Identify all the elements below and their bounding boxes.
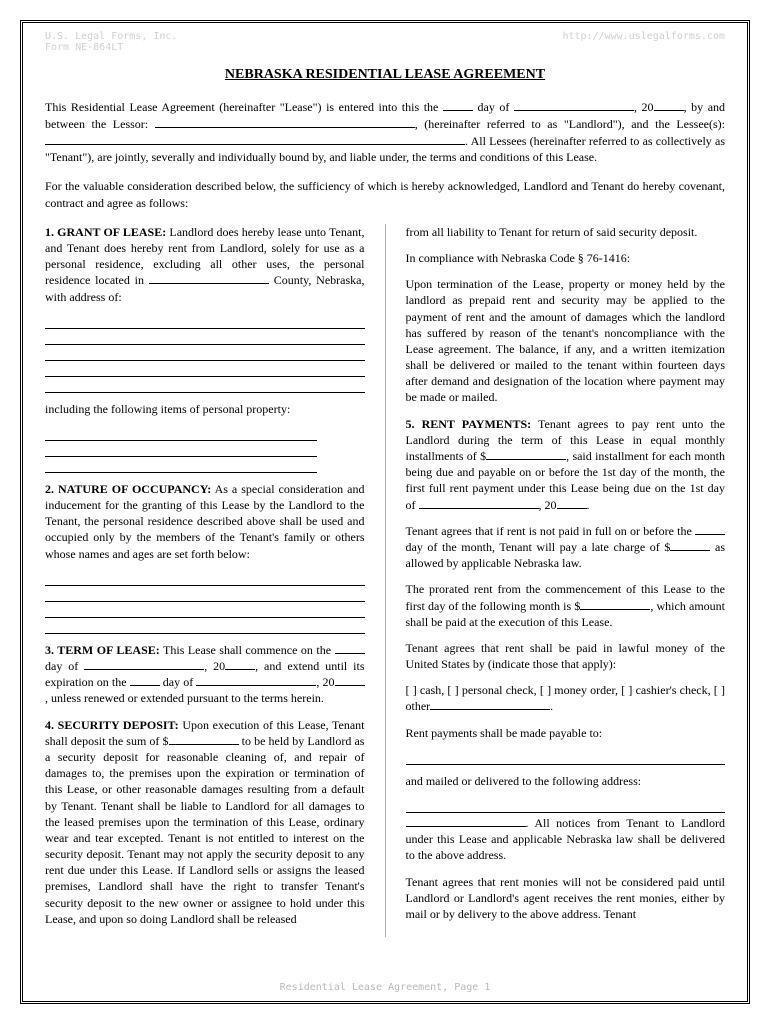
blank-other[interactable] [430,709,550,710]
s3b5: day of [160,675,197,689]
blank-county[interactable] [149,283,269,284]
blank-end-year[interactable] [335,685,365,686]
address-lines[interactable] [45,315,365,393]
s3b6: , 20 [316,675,334,689]
blank-lessees[interactable] [45,144,465,145]
payment-options[interactable]: [ ] cash, [ ] personal check, [ ] money … [406,682,726,714]
blank-start-month[interactable] [84,669,204,670]
intro-1a: This Residential Lease Agreement (herein… [45,100,443,114]
watermark-url: http://www.uslegalforms.com [562,31,725,42]
blank-end-month[interactable] [196,685,316,686]
blank-rent[interactable] [486,459,566,460]
intro-1c: , 20 [634,100,654,114]
rent-monies: Tenant agrees that rent monies will not … [406,874,726,923]
r-p1: from all liability to Tenant for return … [406,224,726,240]
section-1: 1. GRANT OF LEASE: Landlord does hereby … [45,224,365,305]
blank-deposit[interactable] [169,744,239,745]
blank-start-day[interactable] [335,653,365,654]
lawful-money: Tenant agrees that rent shall be paid in… [406,640,726,672]
s4b2: to be held by Landlord as a security dep… [45,734,365,926]
late1: Tenant agrees that if rent is not paid i… [406,524,696,538]
section-4-head: 4. SECURITY DEPOSIT: [45,718,179,732]
late2: day of the month, Tenant will pay a late… [406,540,671,554]
s5b4: . [587,498,590,512]
section-5: 5. RENT PAYMENTS: Tenant agrees to pay r… [406,416,726,513]
page-footer: Residential Lease Agreement, Page 1 [23,982,747,993]
section-1-incl: including the following items of persona… [45,401,365,417]
section-2: 2. NATURE OF OCCUPANCY: As a special con… [45,481,365,562]
covenant-paragraph: For the valuable consideration described… [45,178,725,212]
late-fee: Tenant agrees that if rent is not paid i… [406,523,726,572]
document-title: NEBRASKA RESIDENTIAL LEASE AGREEMENT [45,67,725,83]
section-1-head: 1. GRANT OF LEASE: [45,225,166,239]
blank-late-fee[interactable] [670,550,710,551]
notices-text: . All notices from Tenant to Landlord un… [406,816,726,862]
s3b7: , unless renewed or extended pursuant to… [45,691,324,705]
prorate: The prorated rent from the commencement … [406,581,726,630]
s3b2: day of [45,659,84,673]
property-lines[interactable] [45,427,365,473]
two-column-body: 1. GRANT OF LEASE: Landlord does hereby … [45,224,725,937]
mailed-to: and mailed or delivered to the following… [406,773,726,789]
section-3-head: 3. TERM OF LEASE: [45,643,160,657]
notices: . All notices from Tenant to Landlord un… [406,815,726,864]
watermark-company: U.S. Legal Forms, Inc. [45,31,177,42]
section-4: 4. SECURITY DEPOSIT: Upon execution of t… [45,717,365,927]
intro-1b: day of [473,100,514,114]
blank-start-year[interactable] [225,669,255,670]
intro-1f: . [465,134,468,148]
blank-year[interactable] [654,110,684,111]
document-frame: U.S. Legal Forms, Inc. Form NE-864LT htt… [20,20,750,1004]
blank-address-2[interactable] [406,826,526,827]
occupant-lines[interactable] [45,572,365,634]
s3b3: , 20 [204,659,225,673]
blank-address-1[interactable] [406,799,726,813]
watermark-form-no: Form NE-864LT [45,42,177,53]
s3b1: This Lease shall commence on the [160,643,335,657]
section-2-head: 2. NATURE OF OCCUPANCY: [45,482,211,496]
intro-paragraph: This Residential Lease Agreement (herein… [45,99,725,166]
s5b3: , 20 [539,498,557,512]
watermark-left: U.S. Legal Forms, Inc. Form NE-864LT [45,31,177,53]
blank-first-year[interactable] [557,508,587,509]
blank-day[interactable] [443,110,473,111]
r-p3: Upon termination of the Lease, property … [406,276,726,406]
r-p2: In compliance with Nebraska Code § 76-14… [406,250,726,266]
blank-month[interactable] [514,110,634,111]
blank-lessor[interactable] [155,127,415,128]
blank-prorate[interactable] [580,609,650,610]
section-3: 3. TERM OF LEASE: This Lease shall comme… [45,642,365,707]
column-divider [385,224,386,937]
right-column: from all liability to Tenant for return … [406,224,726,937]
left-column: 1. GRANT OF LEASE: Landlord does hereby … [45,224,365,937]
intro-1e: , (hereinafter referred to as "Landlord"… [415,117,725,131]
blank-late-day[interactable] [695,534,725,535]
payable-to: Rent payments shall be made payable to: [406,725,726,741]
blank-end-day[interactable] [130,685,160,686]
blank-first-month[interactable] [419,508,539,509]
intro-2: All Lessees (hereinafter referred to as … [45,134,725,165]
section-5-head: 5. RENT PAYMENTS: [406,417,532,431]
blank-payable[interactable] [406,751,726,765]
